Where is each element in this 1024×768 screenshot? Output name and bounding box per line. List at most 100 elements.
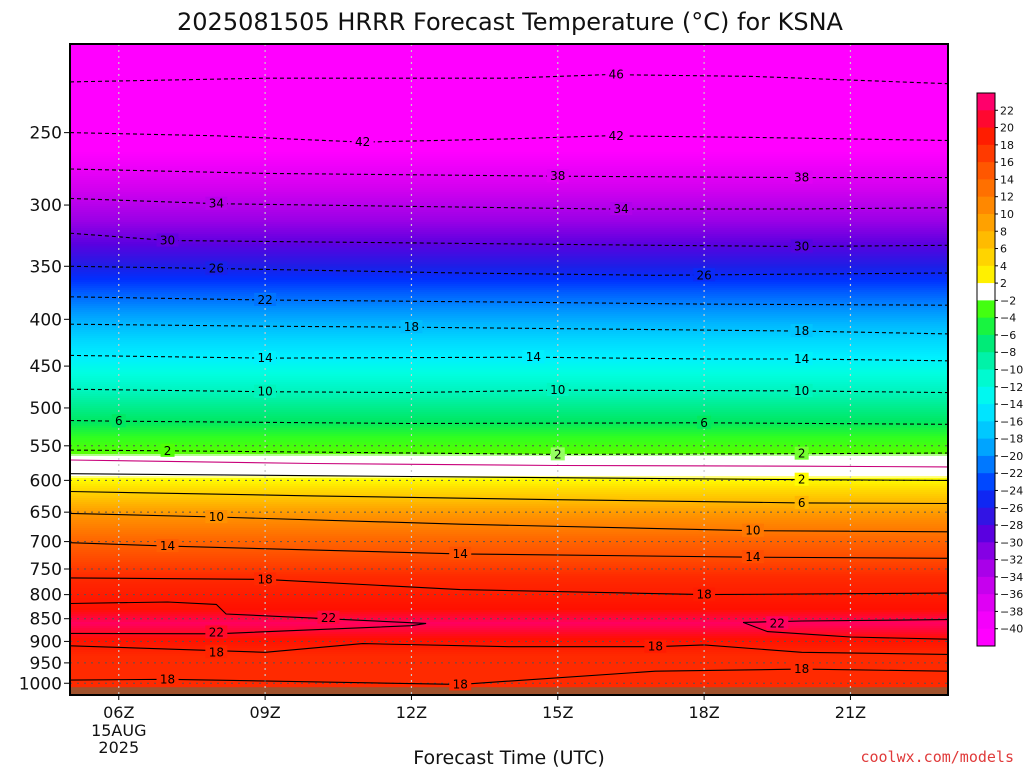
- temperature-band: [70, 330, 948, 333]
- colorbar-swatch: [977, 300, 995, 319]
- temperature-band: [70, 360, 948, 363]
- temperature-band: [70, 602, 948, 605]
- colorbar-label: −26: [1000, 502, 1023, 515]
- temperature-band: [70, 398, 948, 401]
- temperature-band: [70, 490, 948, 493]
- temperature-band: [70, 172, 948, 175]
- contour-label: 2: [554, 447, 562, 461]
- colorbar-label: −20: [1000, 450, 1023, 463]
- temperature-band: [70, 532, 948, 535]
- contour-label-bg: [254, 351, 277, 365]
- temperature-band: [70, 566, 948, 569]
- temperature-band: [70, 218, 948, 221]
- temperature-band: [70, 644, 948, 647]
- temperature-band: [70, 658, 948, 661]
- temperature-band: [70, 210, 948, 213]
- temperature-band: [70, 394, 948, 397]
- temperature-band: [70, 376, 948, 379]
- temperature-band: [70, 342, 948, 345]
- y-tick-label: 550: [30, 437, 62, 457]
- contour-label-bg: [794, 472, 809, 486]
- contour-label: 18: [160, 672, 175, 686]
- temperature-band: [70, 610, 948, 613]
- temperature-band: [70, 206, 948, 209]
- temperature-band: [70, 534, 948, 537]
- temperature-band: [70, 350, 948, 353]
- temperature-band: [70, 626, 948, 629]
- temperature-band: [70, 588, 948, 591]
- temperature-band: [70, 424, 948, 427]
- temperature-band: [70, 420, 948, 423]
- temperature-band: [70, 650, 948, 653]
- contour-label: 2: [164, 444, 172, 458]
- temperature-band: [70, 54, 948, 57]
- colorbar-label: 8: [1000, 225, 1007, 238]
- temperature-band: [70, 74, 948, 77]
- contour-label-bg: [790, 239, 813, 253]
- temperature-band: [70, 624, 948, 627]
- temperature-band: [70, 402, 948, 405]
- contour-label: 10: [794, 384, 809, 398]
- temperature-band: [70, 548, 948, 551]
- colorbar-swatch: [977, 507, 995, 526]
- temperature-band: [70, 284, 948, 287]
- temperature-band: [70, 578, 948, 581]
- date-label: 15AUG: [91, 721, 146, 740]
- temperature-band: [70, 622, 948, 625]
- x-axis-label: Forecast Time (UTC): [413, 747, 604, 768]
- temperature-band: [70, 528, 948, 531]
- x-tick-label: 09Z: [249, 703, 280, 722]
- y-tick-label: 350: [30, 257, 62, 277]
- contour-label: 18: [794, 324, 809, 338]
- temperature-band: [70, 144, 948, 147]
- contour-label: 34: [614, 202, 629, 216]
- temperature-band: [70, 142, 948, 145]
- contour-line: [69, 74, 949, 85]
- colorbar-label: 12: [1000, 191, 1014, 204]
- colorbar-swatch: [977, 594, 995, 612]
- y-tick-label: 750: [30, 560, 62, 580]
- temperature-band: [70, 324, 948, 327]
- temperature-band: [70, 546, 948, 549]
- temperature-band: [70, 666, 948, 669]
- temperature-band: [70, 326, 948, 329]
- temperature-band: [70, 396, 948, 399]
- temperature-band: [70, 404, 948, 407]
- contour-label: 18: [404, 320, 419, 334]
- contour-label-bg: [610, 202, 633, 216]
- colorbar-label: 2: [1000, 277, 1007, 290]
- temperature-band: [70, 668, 948, 671]
- contour-label: 10: [209, 510, 224, 524]
- contour-label-bg: [111, 414, 126, 428]
- contour-label: 42: [355, 135, 370, 149]
- credit-text[interactable]: coolwx.com/models: [860, 748, 1014, 766]
- temperature-band: [70, 370, 948, 373]
- temperature-band: [70, 286, 948, 289]
- temperature-band: [70, 168, 948, 171]
- contour-label: 38: [794, 171, 809, 185]
- contour-label-bg: [449, 677, 472, 691]
- colorbar-swatch: [977, 213, 995, 232]
- temperature-band: [70, 484, 948, 487]
- temperature-band: [70, 494, 948, 497]
- temperature-band: [70, 128, 948, 131]
- temperature-band: [70, 208, 948, 211]
- temperature-band: [70, 518, 948, 521]
- colorbar-label: −2: [1000, 294, 1016, 307]
- contour-line: [69, 577, 949, 596]
- temperature-band: [70, 98, 948, 101]
- contour-line: [69, 449, 949, 455]
- contour-label-bg: [790, 351, 813, 365]
- temperature-band: [70, 66, 948, 69]
- contour-label-bg: [790, 170, 813, 184]
- contour-line: [69, 168, 948, 179]
- colorbar-label: −4: [1000, 312, 1016, 325]
- colorbar-swatch: [977, 283, 995, 301]
- temperature-band: [70, 612, 948, 615]
- temperature-band: [70, 118, 948, 121]
- contour-label-bg: [644, 639, 667, 653]
- y-tick-label: 850: [30, 610, 62, 630]
- contour-label-bg: [766, 616, 789, 630]
- temperature-band: [70, 568, 948, 571]
- temperature-band: [70, 316, 948, 319]
